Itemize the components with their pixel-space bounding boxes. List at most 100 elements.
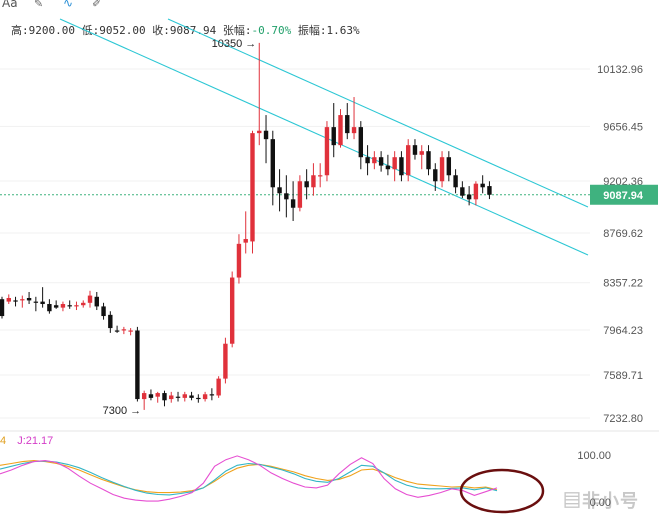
candle-body bbox=[148, 394, 154, 398]
candle-body bbox=[345, 115, 350, 134]
low-label: 低: bbox=[81, 24, 100, 37]
candle-body bbox=[439, 157, 445, 182]
price-tick-label: 10132.96 bbox=[597, 64, 643, 76]
candle-body bbox=[453, 175, 458, 188]
candle-body bbox=[311, 175, 316, 188]
candle-body bbox=[67, 305, 72, 307]
candle-body bbox=[419, 151, 424, 155]
price-tick-label: 8769.62 bbox=[603, 228, 643, 240]
price-tick-label: 8357.22 bbox=[603, 278, 643, 290]
candle-body bbox=[297, 181, 303, 208]
candle-body bbox=[270, 139, 275, 188]
candle-body bbox=[290, 199, 296, 208]
candle-body bbox=[351, 127, 357, 134]
candle-body bbox=[209, 394, 215, 396]
candle-body bbox=[338, 115, 343, 146]
candle-body bbox=[81, 302, 86, 306]
extreme-price-label: 7300 → bbox=[103, 405, 142, 417]
watermark-logo-icon: ▤ bbox=[563, 491, 582, 511]
candle-body bbox=[121, 329, 127, 331]
candle-body bbox=[135, 330, 140, 400]
watermark-text: 非小号 bbox=[582, 491, 639, 511]
highlight-circle bbox=[459, 468, 545, 514]
candle-body bbox=[277, 187, 282, 194]
price-tick-label: 7232.80 bbox=[603, 413, 643, 425]
candle-body bbox=[175, 396, 181, 398]
candle-body bbox=[202, 394, 208, 400]
candle-body bbox=[155, 393, 160, 397]
pencil-icon[interactable]: ✎ bbox=[34, 0, 44, 10]
trendline-tool-icon[interactable]: ∿ bbox=[63, 0, 74, 10]
price-tick-label: 7589.71 bbox=[603, 370, 643, 382]
candle-body bbox=[74, 305, 79, 307]
high-value: 9200.00 bbox=[28, 24, 75, 37]
candle-body bbox=[324, 127, 330, 176]
indicator-fragment: 4 bbox=[0, 435, 7, 447]
indicator-line-d bbox=[0, 460, 498, 496]
candle-body bbox=[284, 193, 289, 200]
price-grid bbox=[0, 68, 590, 419]
candle-body bbox=[216, 378, 221, 396]
indicator-tick-label: 100.00 bbox=[577, 450, 611, 462]
indicator-line-k bbox=[0, 460, 498, 494]
candle-body bbox=[466, 194, 472, 200]
current-price-tag: 9087.94 bbox=[590, 184, 658, 205]
price-axis: 10132.969656.459202.368769.628357.227964… bbox=[597, 64, 643, 425]
candle-body bbox=[250, 133, 255, 242]
candle-body bbox=[229, 277, 235, 344]
candle-body bbox=[399, 157, 404, 176]
candle-body bbox=[60, 304, 66, 308]
candle-body bbox=[223, 343, 228, 379]
candle-body bbox=[372, 157, 377, 164]
candle-body bbox=[433, 169, 438, 182]
watermark: ▤非小号 bbox=[563, 487, 639, 513]
candle-body bbox=[263, 130, 269, 140]
candle-body bbox=[169, 395, 174, 400]
ohlc-header: 高:9200.00 低:9052.00 收:9087.94 张幅:-0.70% … bbox=[11, 22, 360, 38]
candle-body bbox=[385, 165, 391, 170]
pen-tool-icon[interactable]: ✐ bbox=[92, 0, 102, 10]
price-tick-label: 9656.45 bbox=[603, 121, 643, 133]
candle-body bbox=[0, 299, 5, 317]
trend-channel bbox=[59, 18, 589, 256]
channel-line bbox=[59, 18, 589, 256]
change-value: -0.70% bbox=[251, 24, 292, 37]
price-tick-label: 7964.23 bbox=[603, 325, 643, 337]
candle-body bbox=[426, 151, 431, 170]
candle-body bbox=[141, 393, 147, 400]
candle-body bbox=[473, 183, 479, 200]
candle-body bbox=[53, 305, 59, 308]
candle-body bbox=[480, 183, 485, 188]
extreme-annotations: 10350 → 7300 → bbox=[103, 38, 257, 417]
candle-body bbox=[47, 304, 52, 312]
candle-body bbox=[236, 243, 242, 278]
candle-body bbox=[114, 330, 120, 332]
high-label: 高: bbox=[11, 24, 29, 37]
change-label: 张幅: bbox=[222, 24, 252, 37]
candle-body bbox=[406, 145, 411, 176]
candle-body bbox=[460, 187, 465, 196]
candles bbox=[0, 42, 492, 410]
candle-body bbox=[317, 175, 323, 177]
channel-line bbox=[167, 18, 589, 208]
candle-body bbox=[243, 239, 248, 243]
candle-body bbox=[365, 157, 370, 164]
candle-body bbox=[13, 300, 18, 302]
candle-body bbox=[162, 393, 167, 401]
candle-body bbox=[446, 157, 452, 176]
candle-body bbox=[196, 397, 201, 400]
font-tool-button[interactable]: Aa bbox=[2, 0, 18, 10]
candle-body bbox=[412, 145, 418, 155]
candle-body bbox=[257, 130, 262, 134]
candle-body bbox=[487, 186, 492, 195]
candle-body bbox=[182, 394, 187, 398]
amplitude-value: 1.63% bbox=[326, 24, 360, 37]
extreme-price-label: 10350 → bbox=[212, 38, 257, 50]
indicator-tick-label: 0.00 bbox=[590, 497, 611, 509]
candle-body bbox=[94, 296, 99, 307]
candle-body bbox=[378, 157, 384, 166]
indicator-legend: 4 J:21.17 bbox=[0, 435, 53, 447]
close-label: 收: bbox=[152, 24, 170, 37]
candle-body bbox=[26, 297, 32, 301]
